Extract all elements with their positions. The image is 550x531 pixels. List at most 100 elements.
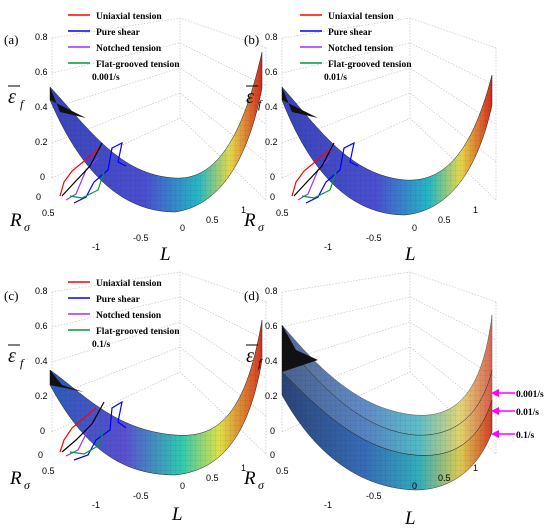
rsigma-sub: σ bbox=[24, 478, 31, 492]
legend-item: Notched tension bbox=[328, 44, 394, 54]
zlabel-sub: f bbox=[20, 97, 25, 111]
z-tick: 0.4 bbox=[265, 102, 278, 112]
x-tick: 0 bbox=[412, 223, 417, 233]
legend-item: Uniaxial tension bbox=[96, 12, 162, 22]
panel-a: (a) 0.8 0.6 0.4 0.2 0 0 0.5 bbox=[4, 12, 267, 265]
rate-label: 0.1/s bbox=[516, 431, 535, 441]
rsigma-label: R bbox=[243, 210, 256, 231]
xlabel-d: L bbox=[404, 508, 416, 529]
z-tick: 0.6 bbox=[35, 321, 48, 331]
x-tick: -1 bbox=[92, 500, 100, 510]
z-tick: 0.8 bbox=[265, 286, 278, 296]
ylabel-c: R σ bbox=[9, 468, 31, 492]
ylabel-d: R σ bbox=[243, 468, 265, 492]
z-tick: 0.2 bbox=[35, 137, 48, 147]
z-tick: 0.4 bbox=[35, 356, 48, 366]
x-tick: 0.5 bbox=[438, 215, 451, 225]
r-ticks-d: 0 0.5 bbox=[270, 450, 289, 476]
rate-arrows-d bbox=[491, 389, 515, 438]
r-tick: 0.5 bbox=[276, 466, 289, 476]
zlabel-b: ε f bbox=[246, 85, 263, 111]
z-tick: 0 bbox=[270, 426, 275, 436]
shadow-a bbox=[50, 87, 86, 118]
curves-b bbox=[291, 141, 359, 204]
z-tick: 0.6 bbox=[265, 321, 278, 331]
rsigma-label: R bbox=[9, 468, 22, 489]
legend-item: Notched tension bbox=[96, 44, 162, 54]
x-tick: 0.5 bbox=[206, 215, 219, 225]
grid-b bbox=[281, 17, 497, 201]
r-ticks-c: 0 0.5 bbox=[38, 450, 55, 476]
legend-item: Notched tension bbox=[96, 311, 162, 321]
x-tick: -0.5 bbox=[133, 491, 149, 501]
legend-item: Uniaxial tension bbox=[96, 279, 162, 289]
x-tick: 0 bbox=[412, 481, 417, 491]
zlabel-sub: f bbox=[258, 97, 263, 111]
x-tick: 0 bbox=[180, 223, 185, 233]
rate-label: 0.001/s bbox=[516, 390, 544, 400]
z-tick: 0.6 bbox=[35, 67, 48, 77]
z-tick: 0 bbox=[40, 172, 45, 182]
z-tick: 0 bbox=[270, 172, 275, 182]
z-ticks-a: 0.8 0.6 0.4 0.2 0 bbox=[35, 32, 48, 182]
zlabel-d: ε f bbox=[246, 344, 263, 370]
grid-c bbox=[51, 271, 267, 455]
z-tick: 0.8 bbox=[265, 32, 278, 42]
r-tick: 0 bbox=[270, 192, 275, 202]
z-tick: 0.2 bbox=[35, 391, 48, 401]
legend-item: Flat-grooved tension bbox=[328, 60, 412, 70]
zlabel-eps: ε bbox=[246, 86, 254, 108]
x-ticks-c: -1 -0.5 0 0.5 1 bbox=[92, 463, 246, 510]
shadow-b bbox=[282, 87, 318, 118]
r-tick: 0.5 bbox=[42, 208, 55, 218]
panel-label-d: (d) bbox=[244, 288, 259, 303]
x-ticks-b: -1 -0.5 0 0.5 1 bbox=[324, 205, 478, 252]
panel-label-c: (c) bbox=[4, 288, 18, 303]
ylabel-b: R σ bbox=[243, 210, 265, 234]
rsigma-label: R bbox=[9, 210, 22, 231]
z-tick: 0.8 bbox=[35, 32, 48, 42]
x-tick: 0.5 bbox=[438, 473, 451, 483]
rate-label: 0.001/s bbox=[92, 73, 120, 83]
legend-b: Uniaxial tension Pure shear Notched tens… bbox=[300, 12, 412, 83]
z-ticks-c: 0.8 0.6 0.4 0.2 0 bbox=[35, 286, 48, 436]
legend-item: Pure shear bbox=[328, 28, 373, 38]
xlabel-a: L bbox=[159, 244, 171, 265]
rsigma-sub: σ bbox=[24, 220, 31, 234]
zlabel-eps: ε bbox=[8, 86, 16, 108]
zlabel-sub: f bbox=[20, 356, 25, 370]
curves-c bbox=[59, 400, 127, 461]
x-tick: -0.5 bbox=[133, 233, 149, 243]
z-tick: 0.6 bbox=[265, 67, 278, 77]
rate-label: 0.01/s bbox=[324, 73, 347, 83]
panel-c: (c) 0.8 0.6 0.4 0.2 0 0 0.5 -1 -0.5 bbox=[4, 271, 267, 525]
zlabel-eps: ε bbox=[246, 345, 254, 367]
panel-d: (d) 0.8 0.6 0.4 0.2 0 0 0.5 -1 -0.5 0 0.… bbox=[243, 271, 544, 529]
rsigma-sub: σ bbox=[258, 478, 265, 492]
xlabel-b: L bbox=[404, 244, 416, 265]
r-ticks-a: 0 0.5 bbox=[36, 192, 55, 218]
zlabel-a: ε f bbox=[8, 85, 25, 111]
z-tick: 0.2 bbox=[265, 137, 278, 147]
x-ticks-d: -1 -0.5 0 0.5 1 bbox=[324, 463, 478, 510]
r-tick: 0.5 bbox=[42, 466, 55, 476]
x-tick: 1 bbox=[473, 205, 478, 215]
x-tick: 1 bbox=[241, 463, 246, 473]
x-tick: 0 bbox=[180, 481, 185, 491]
shadow-d bbox=[282, 325, 318, 372]
r-ticks-b: 0 0.5 bbox=[270, 192, 289, 218]
r-tick: 0 bbox=[270, 450, 275, 460]
rate-label: 0.1/s bbox=[92, 340, 111, 350]
shadow-c bbox=[50, 370, 84, 392]
x-tick: -0.5 bbox=[366, 491, 382, 501]
legend-item: Uniaxial tension bbox=[328, 12, 394, 22]
z-tick: 0.8 bbox=[35, 286, 48, 296]
z-ticks-b: 0.8 0.6 0.4 0.2 0 bbox=[265, 32, 278, 182]
curves-a bbox=[59, 141, 127, 204]
ylabel-a: R σ bbox=[9, 210, 31, 234]
panel-label-b: (b) bbox=[244, 32, 259, 47]
legend-item: Flat-grooved tension bbox=[96, 60, 180, 70]
x-ticks-a: -1 -0.5 0 0.5 1 bbox=[92, 205, 246, 252]
panel-label-a: (a) bbox=[4, 32, 18, 47]
